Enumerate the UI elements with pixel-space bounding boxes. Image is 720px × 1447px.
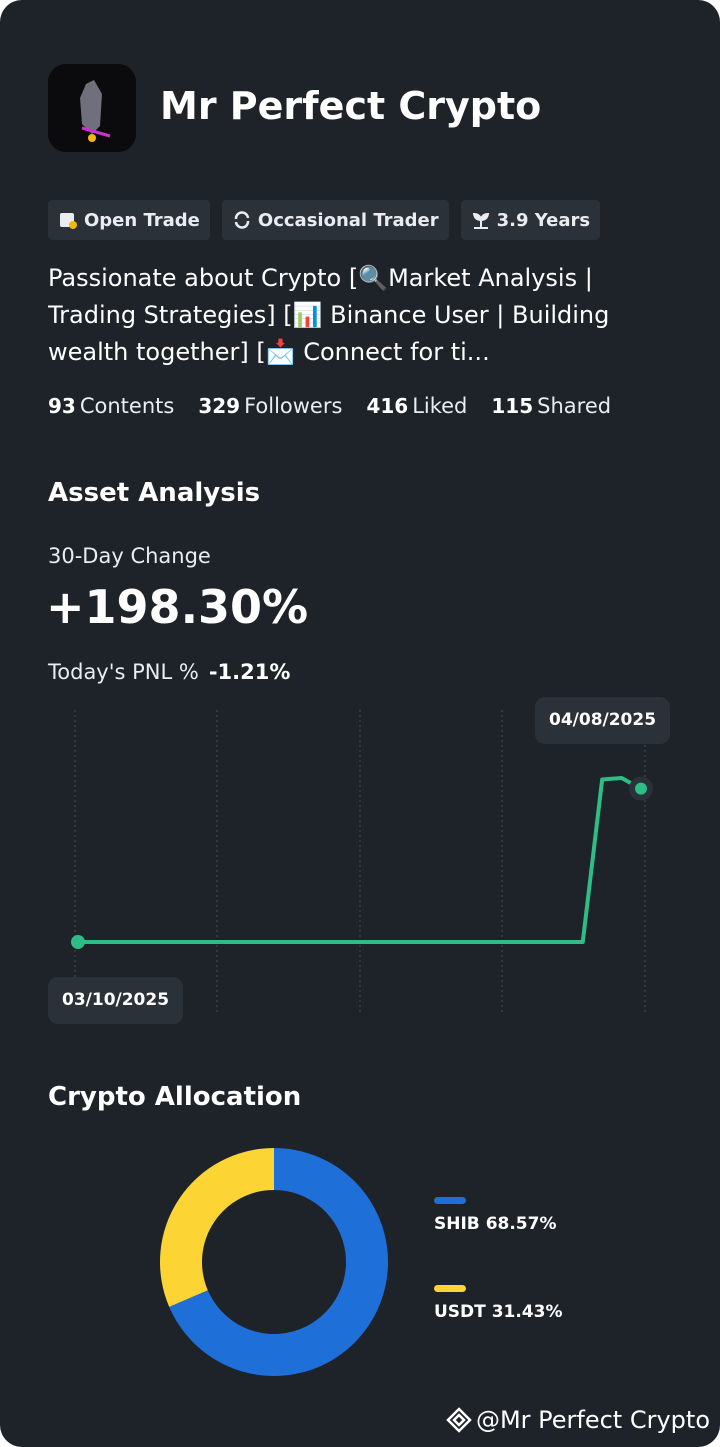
stat: 416 Liked <box>366 394 467 418</box>
date-tooltip: 04/08/2025 <box>535 697 671 744</box>
avatar-art <box>48 64 136 152</box>
tag-icon <box>234 211 250 229</box>
tag-row: Open Trade Occasional Trader 3.9 Years <box>48 200 601 240</box>
watermark-text: @Mr Perfect Crypto <box>475 1406 710 1434</box>
change-value: +198.30% <box>46 580 309 634</box>
tag-icon <box>472 212 489 229</box>
legend-value: 31.43% <box>491 1302 563 1322</box>
stat-value: 115 <box>491 394 534 418</box>
stats: 93 Contents 329 Followers 416 Liked 115 Shared <box>48 394 611 418</box>
pnl-value: -1.21% <box>208 660 291 684</box>
pie-slice <box>160 1148 274 1307</box>
tag-icon <box>60 213 77 229</box>
legend-item: SHIB 68.57% <box>434 1197 557 1234</box>
legend-item: USDT 31.43% <box>434 1285 563 1322</box>
stat-label: Liked <box>412 394 468 418</box>
point <box>635 782 647 795</box>
legend-label: USDT <box>434 1302 486 1322</box>
stat-value: 416 <box>366 394 409 418</box>
tag-label: Occasional Trader <box>257 209 439 231</box>
pnl-label: Today's PNL % <box>48 660 199 684</box>
line <box>78 776 642 944</box>
stat: 93 Contents <box>48 394 174 418</box>
pnl: Today's PNL % -1.21% <box>48 660 290 684</box>
pie-slice <box>169 1148 389 1376</box>
legend-swatch <box>434 1285 466 1292</box>
stat-value: 93 <box>48 394 76 418</box>
tag: Occasional Trader <box>221 200 449 240</box>
bio: Passionate about Crypto [🔍Market Analysi… <box>48 264 610 366</box>
avatar[interactable] <box>48 64 136 152</box>
stat: 115 Shared <box>491 394 611 418</box>
tag: 3.9 Years <box>460 200 601 240</box>
tag: Open Trade <box>48 200 210 240</box>
tag-label: 3.9 Years <box>496 209 591 231</box>
legend-label: SHIB <box>434 1214 480 1234</box>
date-tooltip: 03/10/2025 <box>48 977 184 1024</box>
stat-label: Followers <box>244 394 343 418</box>
legend-swatch <box>434 1197 466 1204</box>
profile-name: Mr Perfect Crypto <box>160 84 542 128</box>
section-title: Crypto Allocation <box>48 1082 302 1112</box>
point <box>71 935 85 949</box>
tag-label: Open Trade <box>84 209 200 231</box>
legend-value: 68.57% <box>485 1214 557 1234</box>
stat-label: Contents <box>79 394 175 418</box>
chart-guides <box>74 710 646 1015</box>
watermark: @Mr Perfect Crypto <box>446 1406 710 1434</box>
stat-label: Shared <box>537 394 612 418</box>
logo <box>446 1407 472 1433</box>
change-label: 30-Day Change <box>48 544 211 568</box>
stat-value: 329 <box>198 394 241 418</box>
section-title: Asset Analysis <box>48 478 261 508</box>
stat: 329 Followers <box>198 394 342 418</box>
